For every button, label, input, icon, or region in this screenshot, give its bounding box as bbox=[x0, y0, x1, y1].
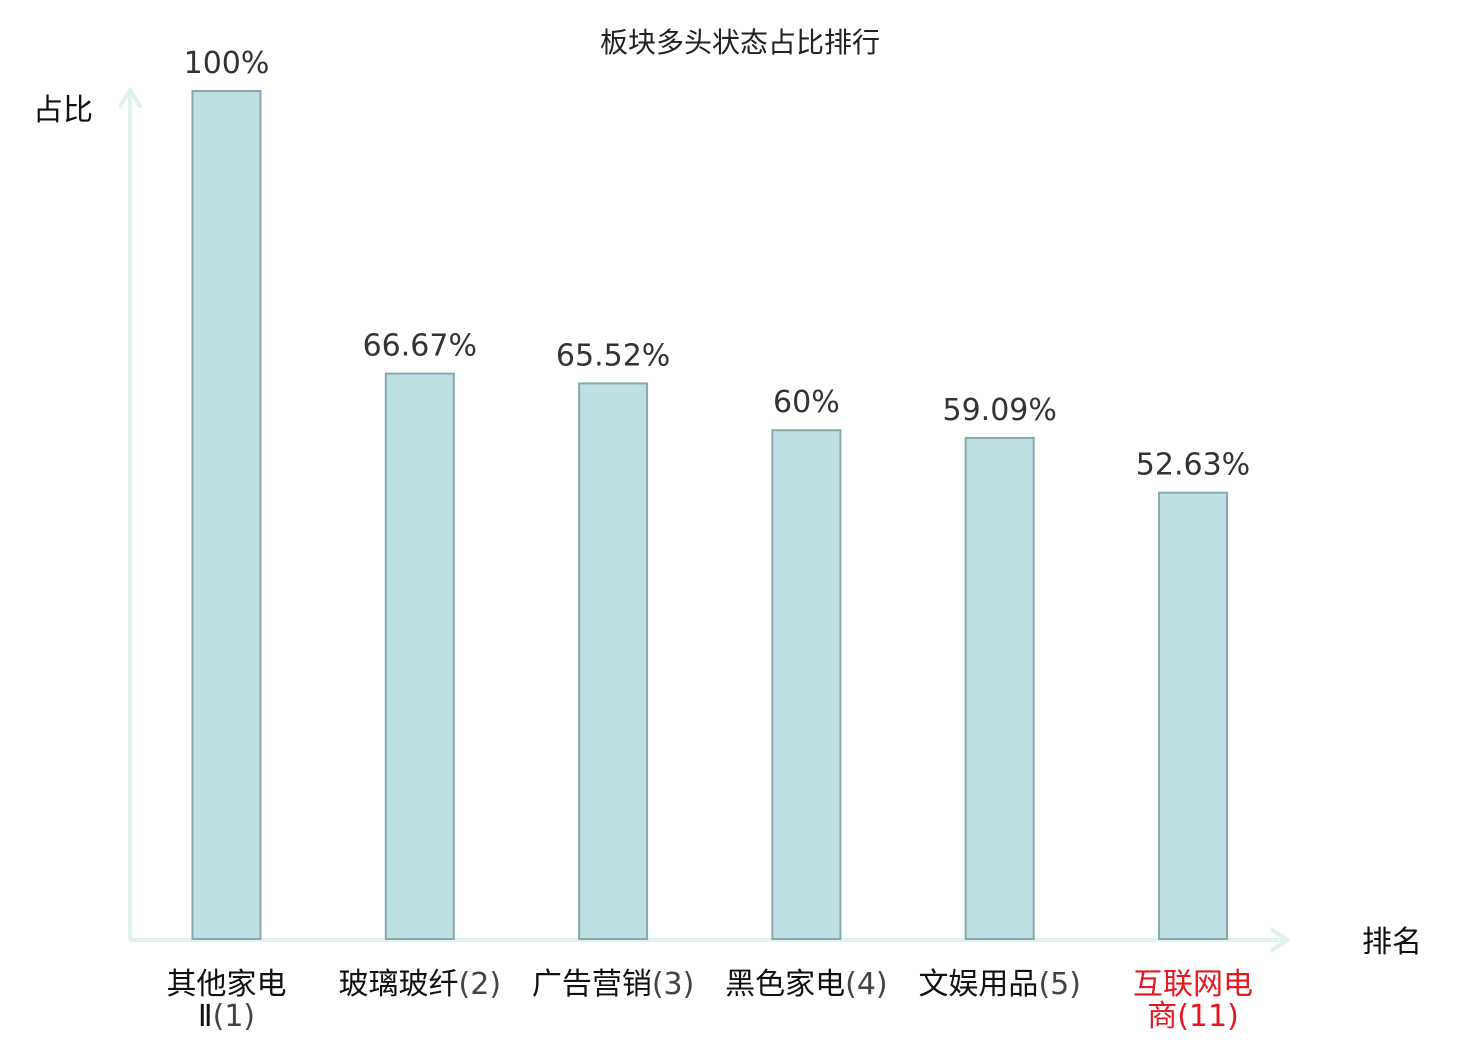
y-axis-label: 占比 bbox=[33, 93, 93, 128]
category-label-line: 互联网电 bbox=[1133, 967, 1253, 1002]
chart-title: 板块多头状态占比排行 bbox=[600, 26, 880, 59]
category-label-line: 其他家电 bbox=[167, 967, 287, 1002]
category-label-6: 互联网电商(11) bbox=[1133, 967, 1253, 1034]
bar-3 bbox=[578, 382, 649, 941]
category-label-line: 玻璃玻纤(2) bbox=[339, 967, 502, 1002]
category-label-line: 黑色家电(4) bbox=[725, 967, 888, 1002]
bar-6 bbox=[1158, 491, 1228, 940]
category-labels-group: 其他家电 Ⅱ(1) 玻璃玻纤(2) 广告营销(3) 黑色家电(4) 文娱用品(5) 互联网电… bbox=[167, 967, 1254, 1034]
category-label-3: 广告营销(3) bbox=[532, 967, 695, 1002]
bar-5 bbox=[964, 436, 1035, 940]
category-label-2: 玻璃玻纤(2) bbox=[339, 967, 502, 1002]
bar-2 bbox=[384, 372, 455, 940]
y-axis-arrow bbox=[118, 88, 142, 108]
value-label-6: 52.63% bbox=[1136, 448, 1250, 483]
category-label-1: 其他家电 Ⅱ(1) bbox=[167, 967, 287, 1034]
bars-group bbox=[191, 90, 1228, 941]
category-label-line: 文娱用品(5) bbox=[918, 967, 1080, 1002]
x-axis-arrow bbox=[1270, 928, 1290, 952]
value-label-2: 66.67% bbox=[363, 329, 477, 364]
bar-4 bbox=[771, 429, 842, 940]
value-label-1: 100% bbox=[184, 46, 270, 81]
category-label-line: Ⅱ(1) bbox=[198, 999, 255, 1034]
x-axis-label: 排名 bbox=[1362, 925, 1422, 960]
value-label-4: 60% bbox=[773, 385, 840, 420]
value-labels-group: 100% 66.67% 65.52% 60% 59.09% 52.63% bbox=[184, 46, 1251, 483]
category-label-5: 文娱用品(5) bbox=[918, 967, 1080, 1002]
bar-1 bbox=[191, 90, 262, 940]
category-label-line: 商(11) bbox=[1147, 999, 1239, 1034]
category-label-line: 广告营销(3) bbox=[532, 967, 695, 1002]
category-label-4: 黑色家电(4) bbox=[725, 967, 888, 1002]
value-label-3: 65.52% bbox=[556, 338, 670, 373]
value-label-5: 59.09% bbox=[943, 393, 1057, 428]
